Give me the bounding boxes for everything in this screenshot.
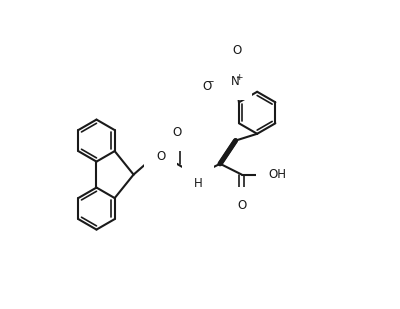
Text: O: O (156, 150, 165, 163)
Text: +: + (236, 73, 243, 82)
Text: OH: OH (268, 168, 286, 181)
Text: O: O (202, 80, 212, 93)
Text: N: N (194, 170, 202, 183)
Text: H: H (194, 177, 202, 190)
Text: O: O (172, 126, 182, 139)
Text: O: O (232, 44, 242, 57)
Text: −: − (206, 77, 214, 87)
Text: N: N (231, 75, 240, 88)
Text: O: O (237, 199, 246, 212)
